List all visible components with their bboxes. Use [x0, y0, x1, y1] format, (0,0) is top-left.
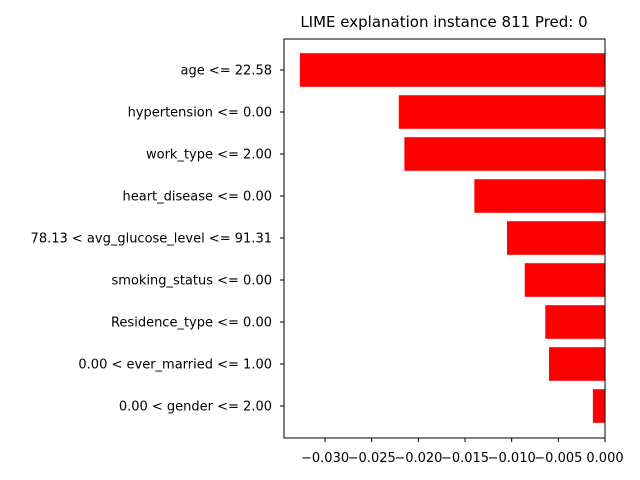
y-tick-label: 0.00 < ever_married <= 1.00 — [78, 358, 272, 373]
bar — [507, 221, 605, 255]
y-tick-label: 0.00 < gender <= 2.00 — [119, 400, 272, 415]
bar — [592, 389, 605, 423]
bar — [398, 95, 605, 129]
bar — [474, 179, 605, 213]
y-tick-label: heart_disease <= 0.00 — [122, 190, 272, 205]
y-tick-label: work_type <= 2.00 — [146, 148, 272, 163]
y-tick-labels: age <= 22.58 hypertension <= 0.00 work_typ… — [31, 64, 284, 415]
x-ticks: −0.030−0.025−0.020−0.015−0.010−0.005 0.00… — [301, 438, 624, 466]
x-tick-label: −0.015 — [441, 451, 489, 466]
bar — [549, 347, 605, 381]
bars-group — [299, 53, 605, 423]
x-tick-label: −0.010 — [488, 451, 536, 466]
chart-title: LIME explanation instance 811 Pred: 0 — [300, 13, 587, 31]
x-tick-label: −0.005 — [534, 451, 582, 466]
y-tick-label: smoking_status <= 0.00 — [112, 274, 272, 289]
y-tick-label: hypertension <= 0.00 — [128, 106, 272, 121]
x-tick-label: −0.020 — [394, 451, 442, 466]
bar — [404, 137, 605, 171]
y-tick-label: age <= 22.58 — [181, 64, 272, 79]
x-tick-label: −0.025 — [348, 451, 396, 466]
bar — [524, 263, 605, 297]
y-tick-label: Residence_type <= 0.00 — [111, 316, 272, 331]
plot-frame — [283, 38, 606, 439]
x-tick-label: 0.000 — [586, 451, 623, 466]
x-tick-label: −0.030 — [301, 451, 349, 466]
y-tick-label: 78.13 < avg_glucose_level <= 91.31 — [31, 232, 272, 247]
bar — [299, 53, 605, 87]
bar — [545, 305, 605, 339]
